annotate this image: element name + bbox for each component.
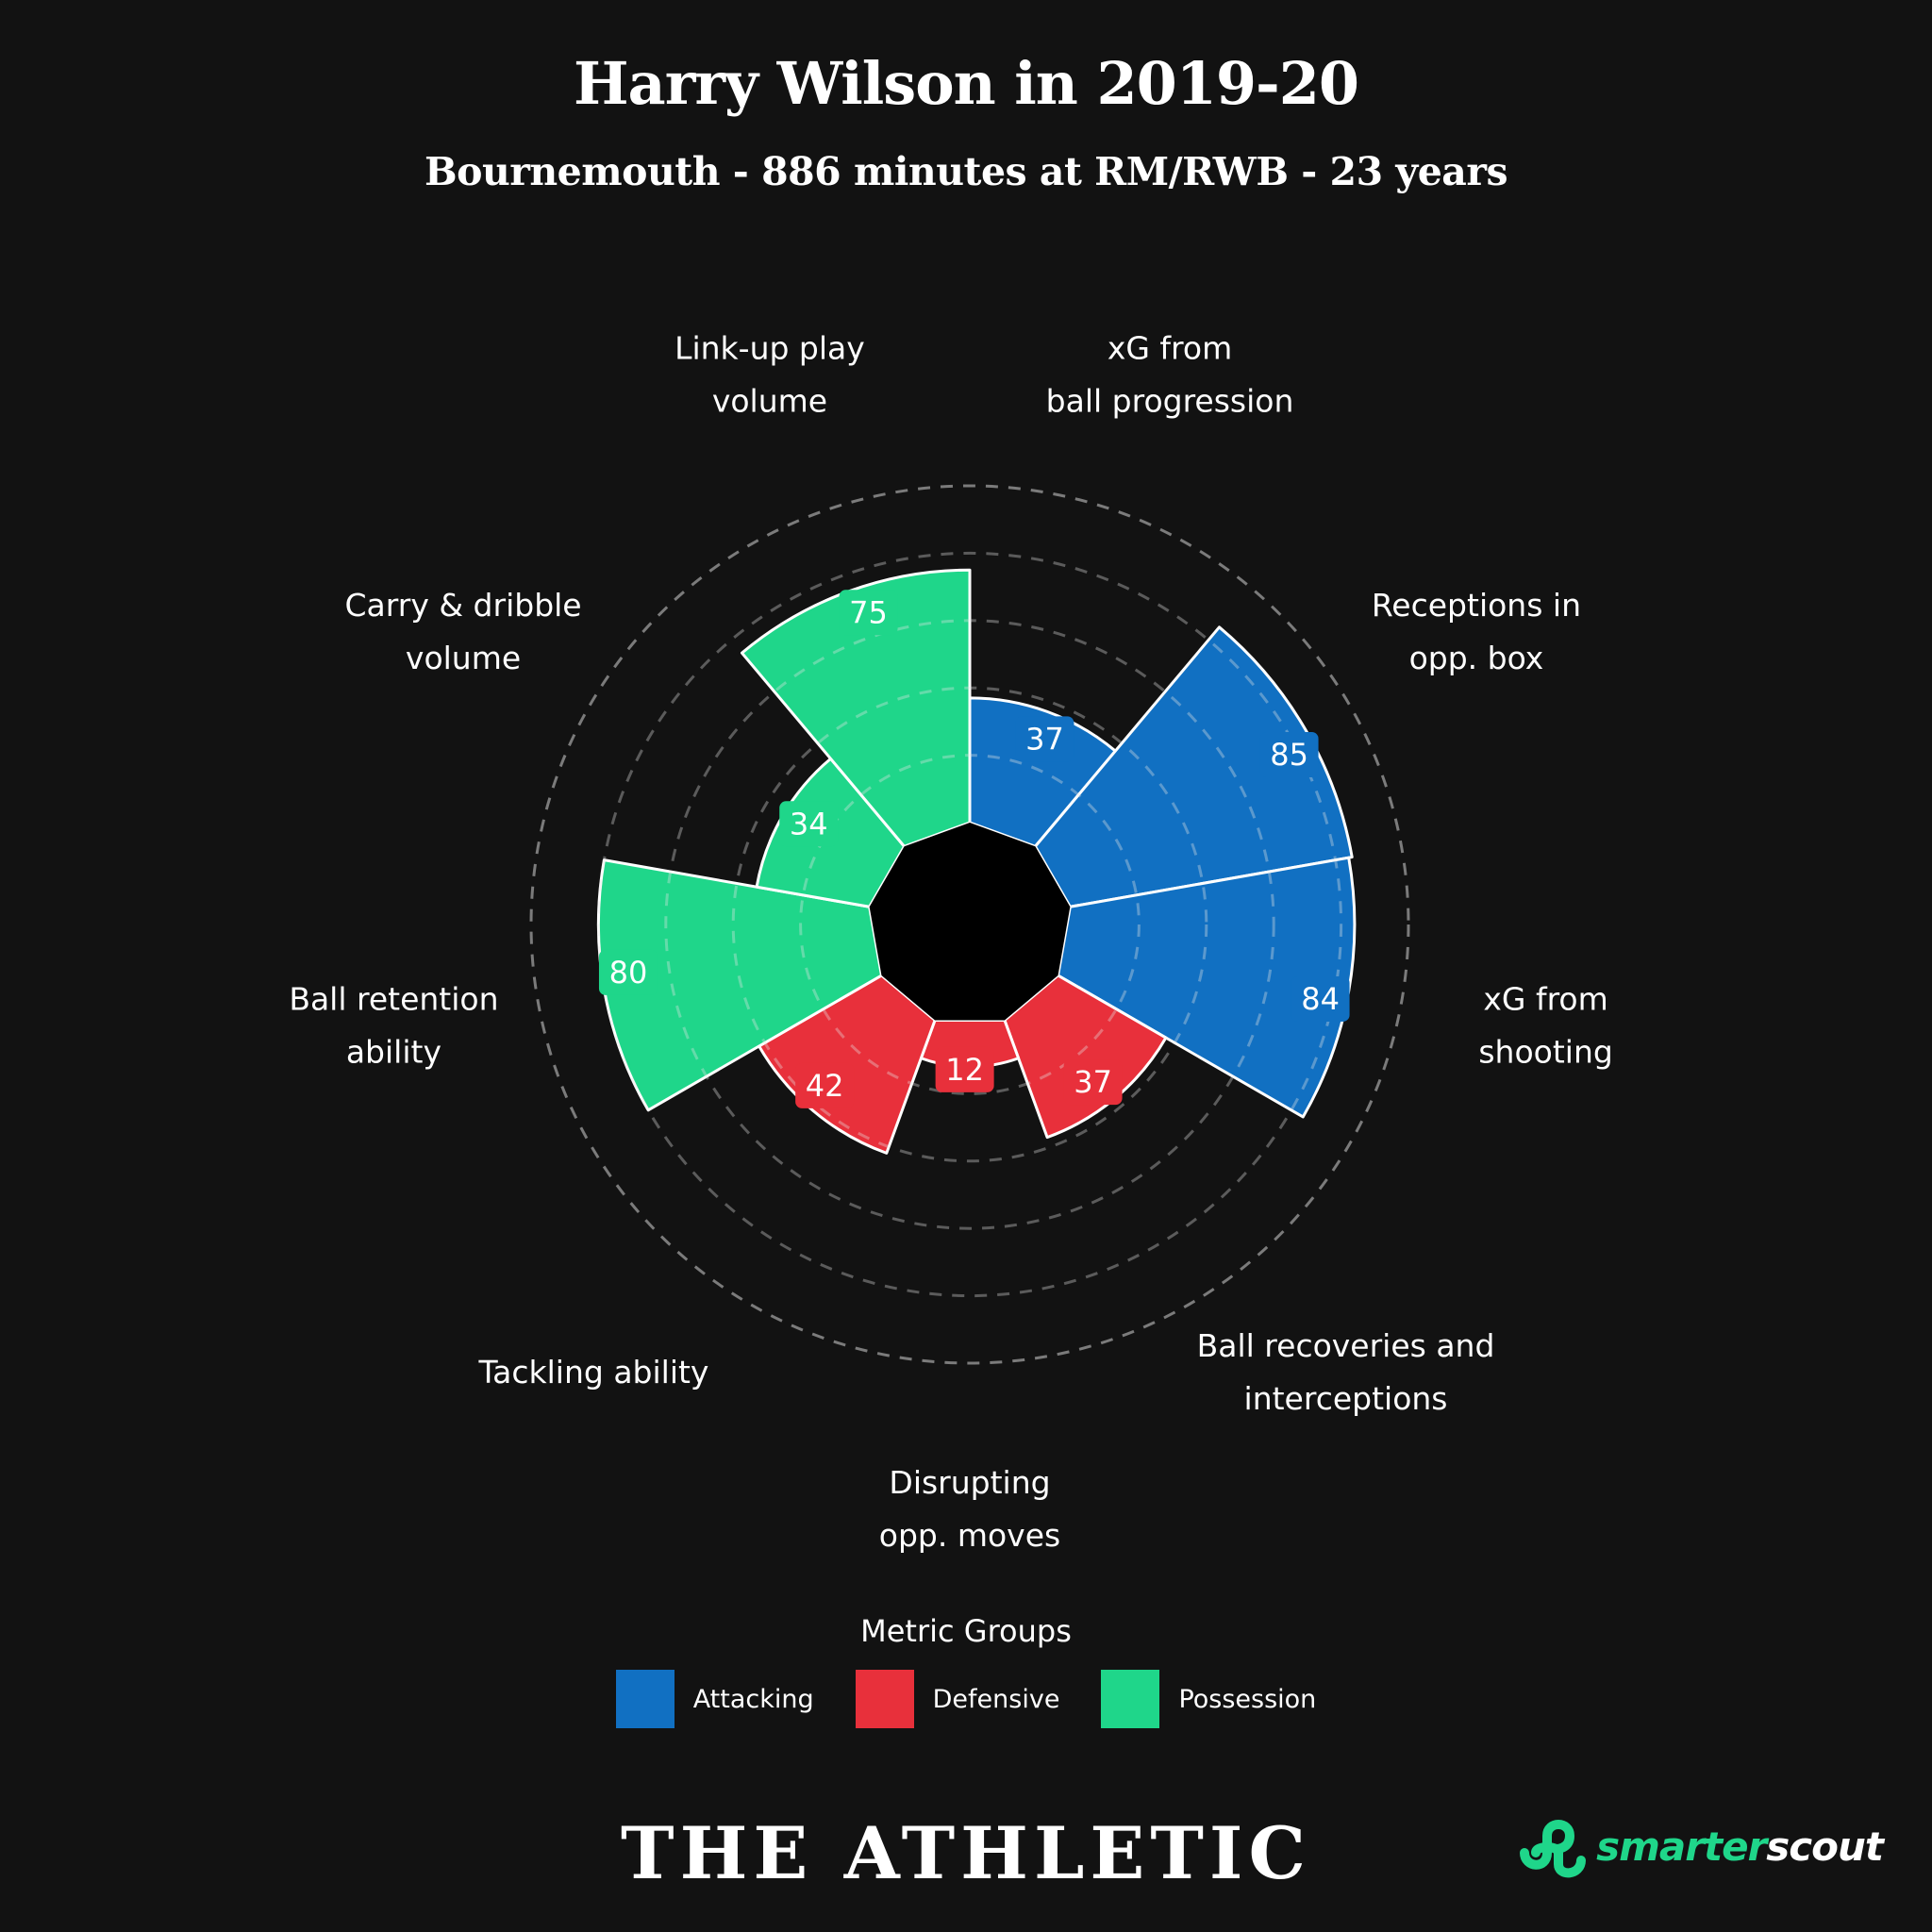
category-label-line: Receptions in [1372, 587, 1581, 624]
legend-swatch-defensive [855, 1670, 914, 1728]
value-label-box [598, 949, 658, 995]
legend-swatch-attacking [615, 1670, 675, 1728]
value-label-box [839, 590, 898, 636]
logo-word-smarter: smarter [1596, 1823, 1767, 1870]
radar-gridline [529, 484, 1410, 1365]
radar-wedge [740, 568, 972, 848]
radar-gridline [664, 619, 1275, 1230]
chart-title: Harry Wilson in 2019-20 [573, 49, 1359, 118]
value-label: 75 [839, 590, 898, 636]
chart-subtitle: Bournemouth - 886 minutes at RM/RWB - 23… [424, 149, 1508, 194]
legend-items: Attacking Defensive Possession [0, 1670, 1932, 1728]
legend-swatch-possession [1101, 1670, 1160, 1728]
the-athletic-logo: THE ATHLETIC [621, 1811, 1311, 1895]
value-label-text: 80 [609, 955, 648, 991]
legend-title: Metric Groups [860, 1613, 1072, 1649]
category-label-line: ball progression [1046, 382, 1294, 419]
category-label: xG from shooting [1478, 981, 1612, 1071]
category-label: Tackling ability [477, 1354, 708, 1391]
legend: Metric Groups Attacking Defensive Posses… [0, 1613, 1932, 1728]
radar-gridline [799, 754, 1141, 1095]
legend-label-attacking: Attacking [692, 1684, 814, 1714]
legend-item-defensive: Defensive [855, 1670, 1060, 1728]
category-label-line: volume [406, 640, 521, 676]
category-label-line: volume [712, 382, 827, 419]
smarterscout-logo-icon [1520, 1820, 1587, 1878]
value-label: 42 [795, 1062, 855, 1108]
value-label: 80 [598, 949, 658, 995]
radar-gridline [731, 686, 1208, 1163]
smarterscout-wordmark: smarterscout [1596, 1823, 1884, 1870]
legend-item-attacking: Attacking [615, 1670, 814, 1728]
legend-label-defensive: Defensive [932, 1684, 1060, 1714]
category-label-line: Disrupting [889, 1464, 1050, 1501]
value-label-text: 85 [1270, 737, 1308, 773]
value-label: 84 [1291, 975, 1350, 1022]
category-label-line: Carry & dribble [345, 587, 582, 624]
category-label: Receptions in opp. box [1372, 587, 1581, 676]
value-label: 37 [1063, 1059, 1123, 1106]
value-label: 34 [779, 801, 839, 847]
value-label-text: 84 [1301, 981, 1340, 1017]
value-label-text: 42 [806, 1068, 844, 1104]
value-label-box [795, 1062, 855, 1108]
value-label-text: 34 [790, 806, 828, 841]
category-label-line: opp. box [1409, 640, 1544, 676]
value-label: 12 [935, 1046, 994, 1092]
value-label-box [1015, 716, 1074, 762]
category-label: Carry & dribble volume [345, 587, 582, 676]
radar-gridline [596, 551, 1343, 1298]
legend-label-possession: Possession [1178, 1684, 1317, 1714]
legend-item-possession: Possession [1101, 1670, 1316, 1728]
category-label-line: Link-up play [675, 329, 865, 366]
value-label-box [1259, 731, 1319, 777]
value-label: 37 [1015, 716, 1074, 762]
category-label-line: shooting [1478, 1034, 1612, 1071]
category-label: Ball recoveries and interceptions [1197, 1327, 1495, 1417]
category-label: Link-up play volume [675, 329, 865, 419]
value-label: 85 [1259, 731, 1319, 777]
value-label-box [1063, 1059, 1123, 1106]
category-label-line: ability [346, 1034, 441, 1071]
value-label-text: 75 [849, 594, 888, 630]
radar-center [869, 823, 1071, 1021]
category-label: Disrupting opp. moves [879, 1464, 1060, 1554]
smarterscout-logo: smarterscout [1515, 1811, 1884, 1881]
value-label-box [779, 801, 839, 847]
value-label-text: 12 [945, 1052, 984, 1088]
value-label-text: 37 [1074, 1064, 1112, 1100]
category-label-line: Tackling ability [477, 1354, 708, 1391]
category-label: Ball retention ability [289, 981, 498, 1071]
category-label: xG from ball progression [1046, 329, 1294, 419]
value-label-box [935, 1046, 994, 1092]
category-label-line: opp. moves [879, 1517, 1060, 1554]
value-label-text: 37 [1025, 721, 1064, 757]
category-label-line: Ball retention [289, 981, 498, 1018]
value-label-box [1291, 975, 1350, 1022]
category-label-line: interceptions [1244, 1380, 1448, 1417]
category-label-line: Ball recoveries and [1197, 1327, 1495, 1364]
category-label-line: xG from [1483, 981, 1607, 1018]
category-label-line: xG from [1108, 329, 1232, 366]
logo-word-scout: scout [1766, 1823, 1884, 1870]
